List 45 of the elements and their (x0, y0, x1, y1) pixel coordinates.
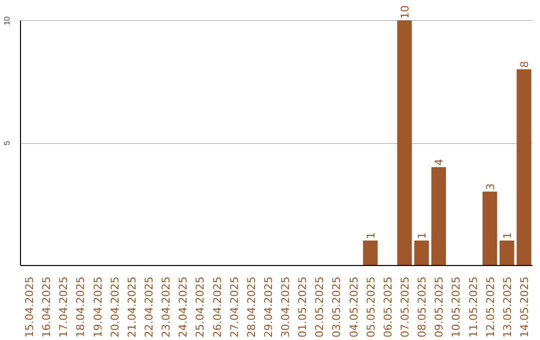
bar (516, 69, 532, 266)
x-tick-label: 07.05.2025 (398, 276, 412, 338)
data-label: 1 (416, 232, 429, 240)
x-tick-label: 20.04.2025 (108, 276, 122, 338)
x-tick-label: 16.04.2025 (40, 276, 54, 338)
x-tick-label: 01.05.2025 (296, 276, 310, 338)
x-tick-label: 18.04.2025 (74, 276, 88, 338)
data-label: 4 (432, 158, 446, 166)
x-tick-label: 26.04.2025 (210, 276, 224, 338)
x-tick-label: 02.05.2025 (313, 276, 326, 338)
x-tick-label: 05.05.2025 (364, 276, 378, 338)
x-tick-label: 10.05.2025 (450, 276, 463, 338)
x-tick-label: 14.05.2025 (518, 276, 531, 338)
x-tick-label: 28.04.2025 (244, 276, 258, 338)
x-tick-label: 04.05.2025 (347, 276, 360, 338)
data-label: 3 (484, 183, 497, 190)
x-tick-label: 24.04.2025 (176, 276, 190, 338)
data-label: 1 (500, 232, 514, 240)
data-label: 10 (398, 5, 412, 19)
x-tick-label: 29.04.2025 (262, 276, 275, 338)
bar (397, 20, 412, 266)
x-tick-label: 11.05.2025 (466, 276, 480, 338)
bar (431, 167, 446, 266)
x-tick-label: 21.04.2025 (125, 276, 138, 338)
data-label: 8 (518, 60, 531, 68)
bar (414, 240, 429, 266)
x-tick-label: 15.04.2025 (23, 276, 36, 338)
bar (363, 240, 378, 266)
y-tick-label: 5 (2, 140, 12, 146)
x-tick-label: 27.04.2025 (228, 276, 241, 338)
x-tick-label: 25.04.2025 (194, 276, 207, 338)
x-tick-label: 19.04.2025 (91, 276, 104, 338)
x-tick-label: 13.05.2025 (500, 276, 514, 338)
x-tick-label: 23.04.2025 (160, 276, 173, 338)
x-tick-label: 08.05.2025 (416, 276, 429, 338)
x-tick-label: 17.04.2025 (57, 276, 70, 338)
x-tick-label: 09.05.2025 (432, 276, 446, 338)
x-tick-label: 03.05.2025 (330, 276, 344, 338)
x-tick-label: 06.05.2025 (381, 276, 394, 338)
data-label: 1 (364, 232, 378, 240)
x-tick-label: 12.05.2025 (484, 276, 497, 338)
bar (482, 192, 498, 266)
x-tick-label: 22.04.2025 (142, 276, 156, 338)
x-tick-label: 30.04.2025 (279, 276, 292, 338)
bar (500, 240, 514, 266)
